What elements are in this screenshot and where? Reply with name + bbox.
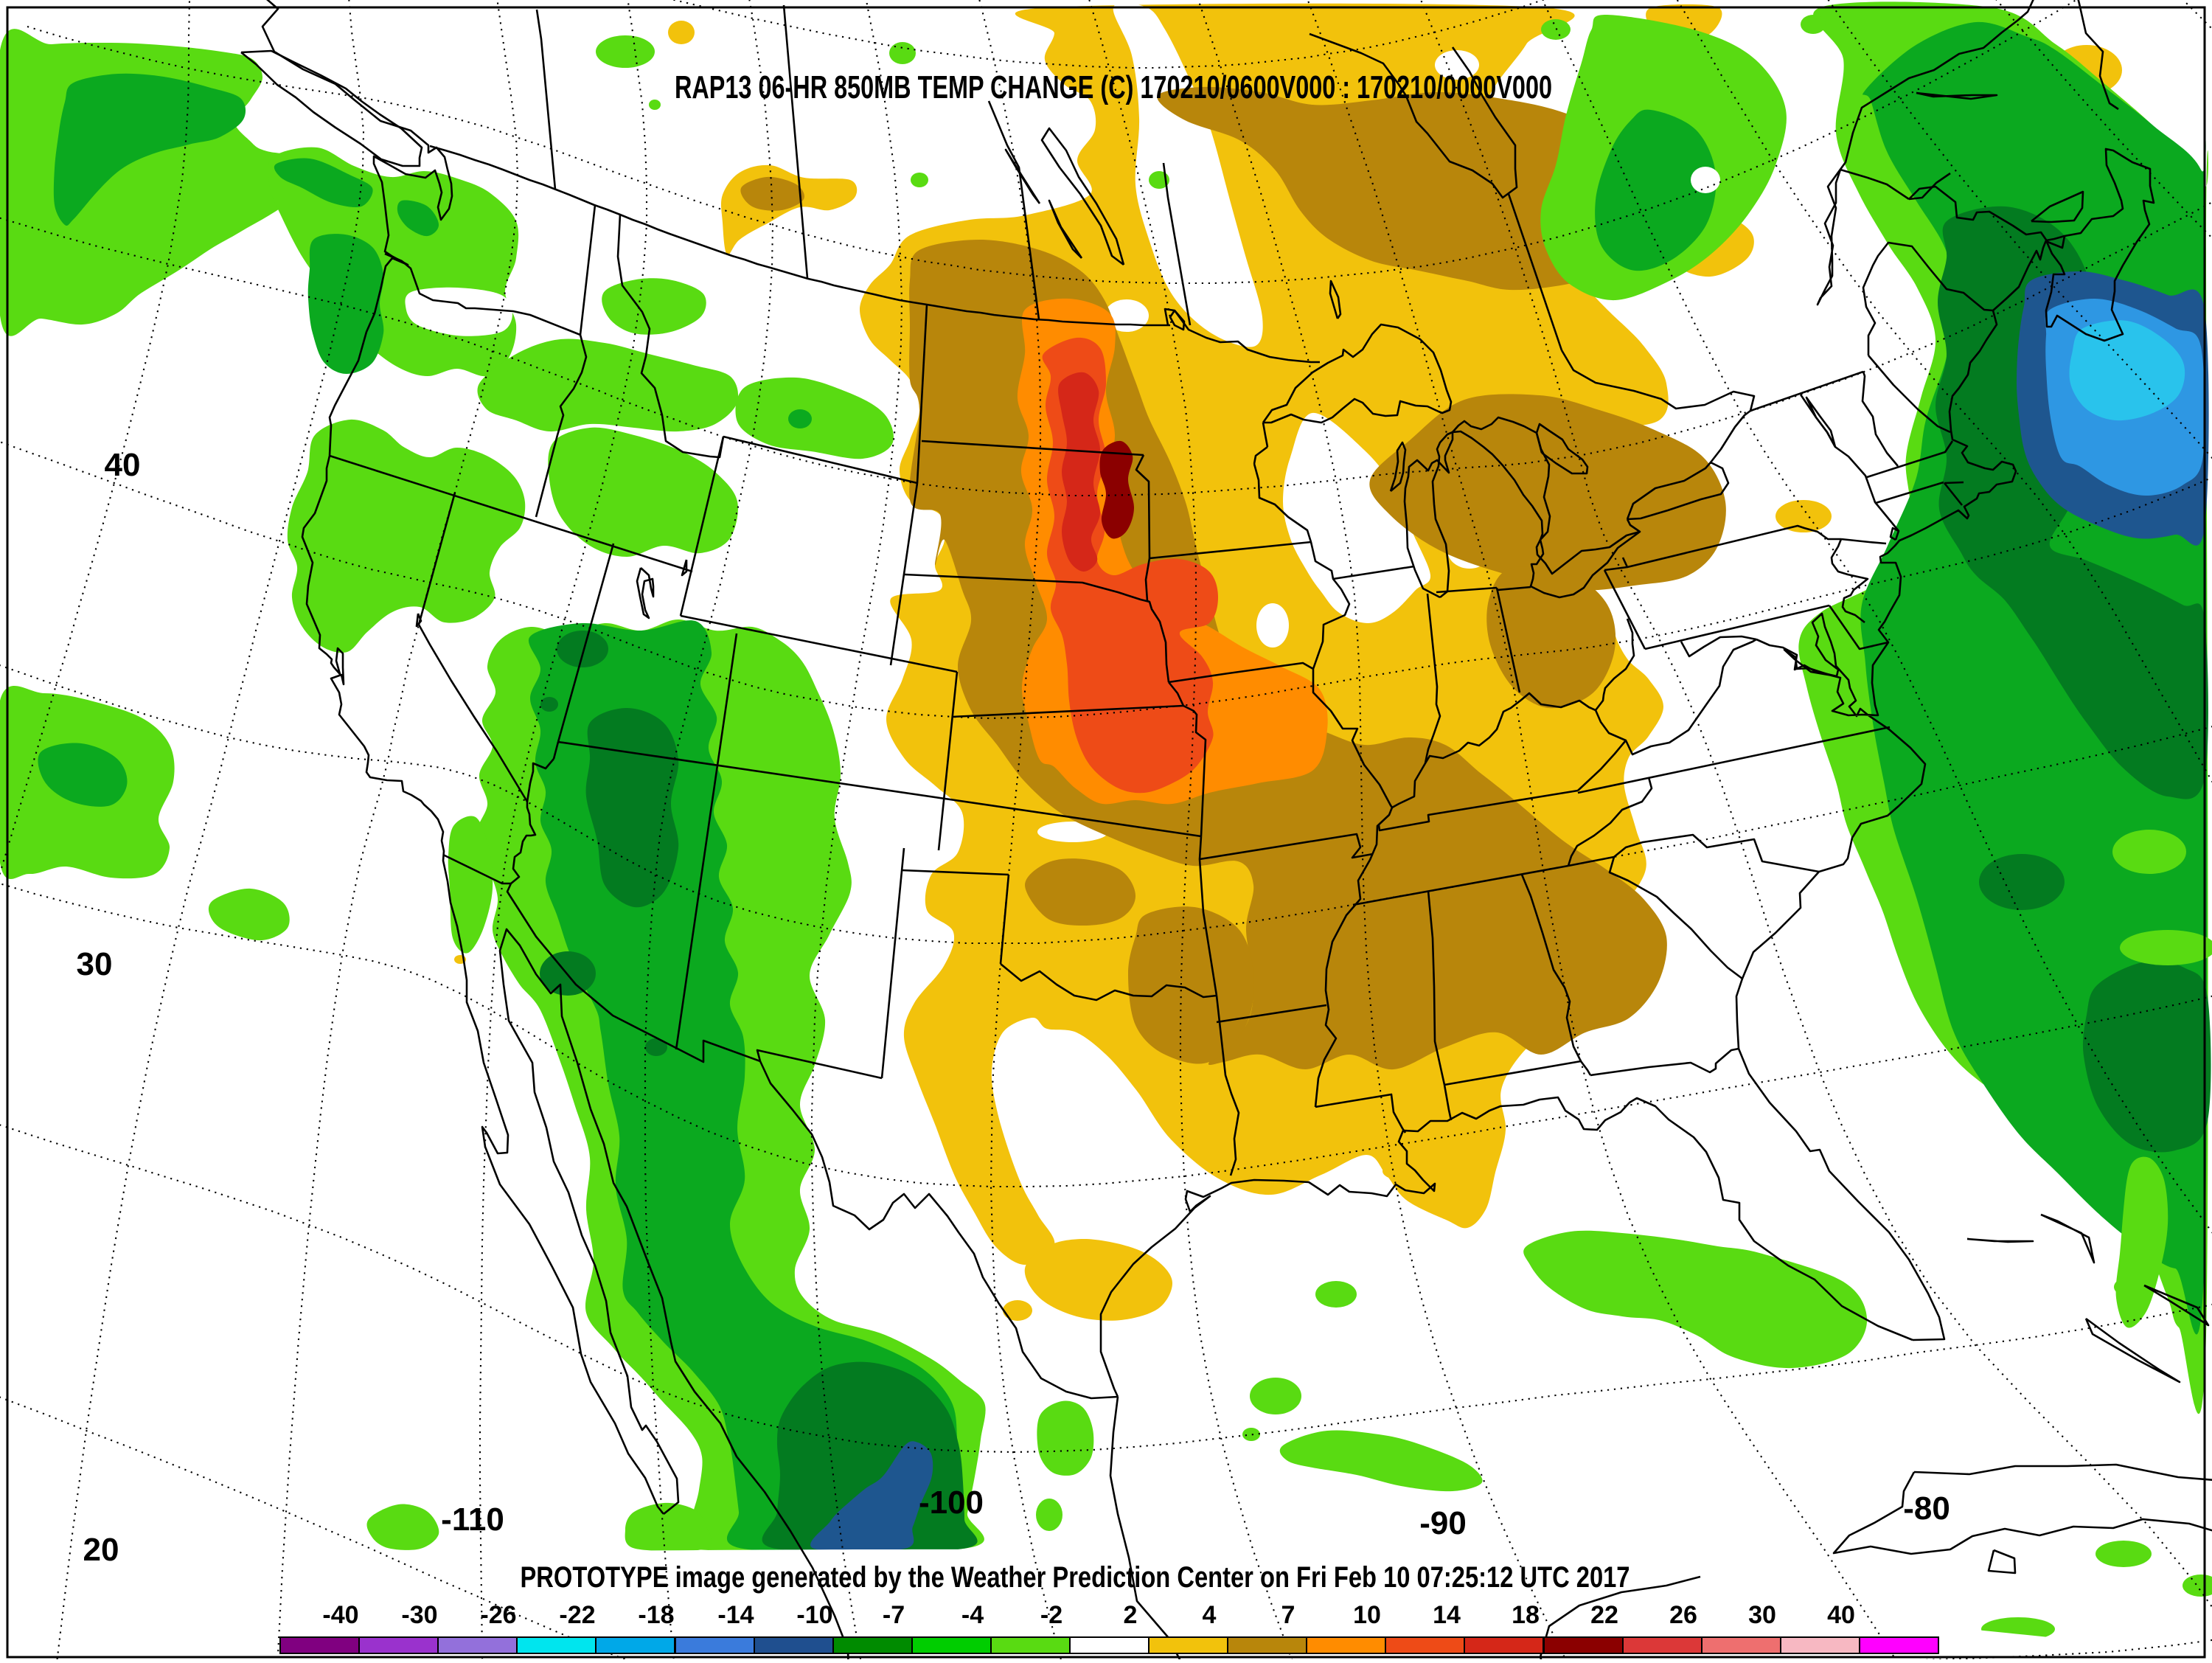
svg-text:-80: -80: [1903, 1490, 1950, 1527]
svg-text:30: 30: [77, 946, 113, 982]
svg-text:26: 26: [1669, 1601, 1697, 1629]
svg-text:22: 22: [1590, 1601, 1618, 1629]
svg-text:-110: -110: [441, 1501, 504, 1538]
svg-text:PROTOTYPE image generated by t: PROTOTYPE image generated by the Weather…: [521, 1561, 1630, 1594]
svg-text:40: 40: [105, 447, 141, 483]
svg-text:14: 14: [1433, 1601, 1461, 1629]
svg-text:-40: -40: [322, 1601, 358, 1629]
svg-text:4: 4: [1203, 1601, 1217, 1629]
svg-text:2: 2: [1124, 1601, 1138, 1629]
svg-text:-2: -2: [1040, 1601, 1062, 1629]
svg-text:-4: -4: [961, 1601, 984, 1629]
svg-text:20: 20: [83, 1532, 119, 1568]
svg-text:7: 7: [1281, 1601, 1295, 1629]
svg-text:-14: -14: [717, 1601, 754, 1629]
svg-text:-26: -26: [480, 1601, 516, 1629]
svg-text:30: 30: [1748, 1601, 1776, 1629]
svg-text:RAP13 06-HR 850MB TEMP CHANGE: RAP13 06-HR 850MB TEMP CHANGE (C) 170210…: [675, 69, 1552, 105]
svg-text:-22: -22: [559, 1601, 595, 1629]
svg-text:-7: -7: [883, 1601, 905, 1629]
svg-text:-10: -10: [796, 1601, 832, 1629]
svg-text:-100: -100: [919, 1485, 984, 1521]
svg-text:18: 18: [1512, 1601, 1540, 1629]
svg-text:40: 40: [1827, 1601, 1855, 1629]
svg-text:10: 10: [1353, 1601, 1381, 1629]
svg-text:-30: -30: [401, 1601, 437, 1629]
svg-text:-18: -18: [638, 1601, 674, 1629]
svg-text:-90: -90: [1419, 1505, 1467, 1541]
